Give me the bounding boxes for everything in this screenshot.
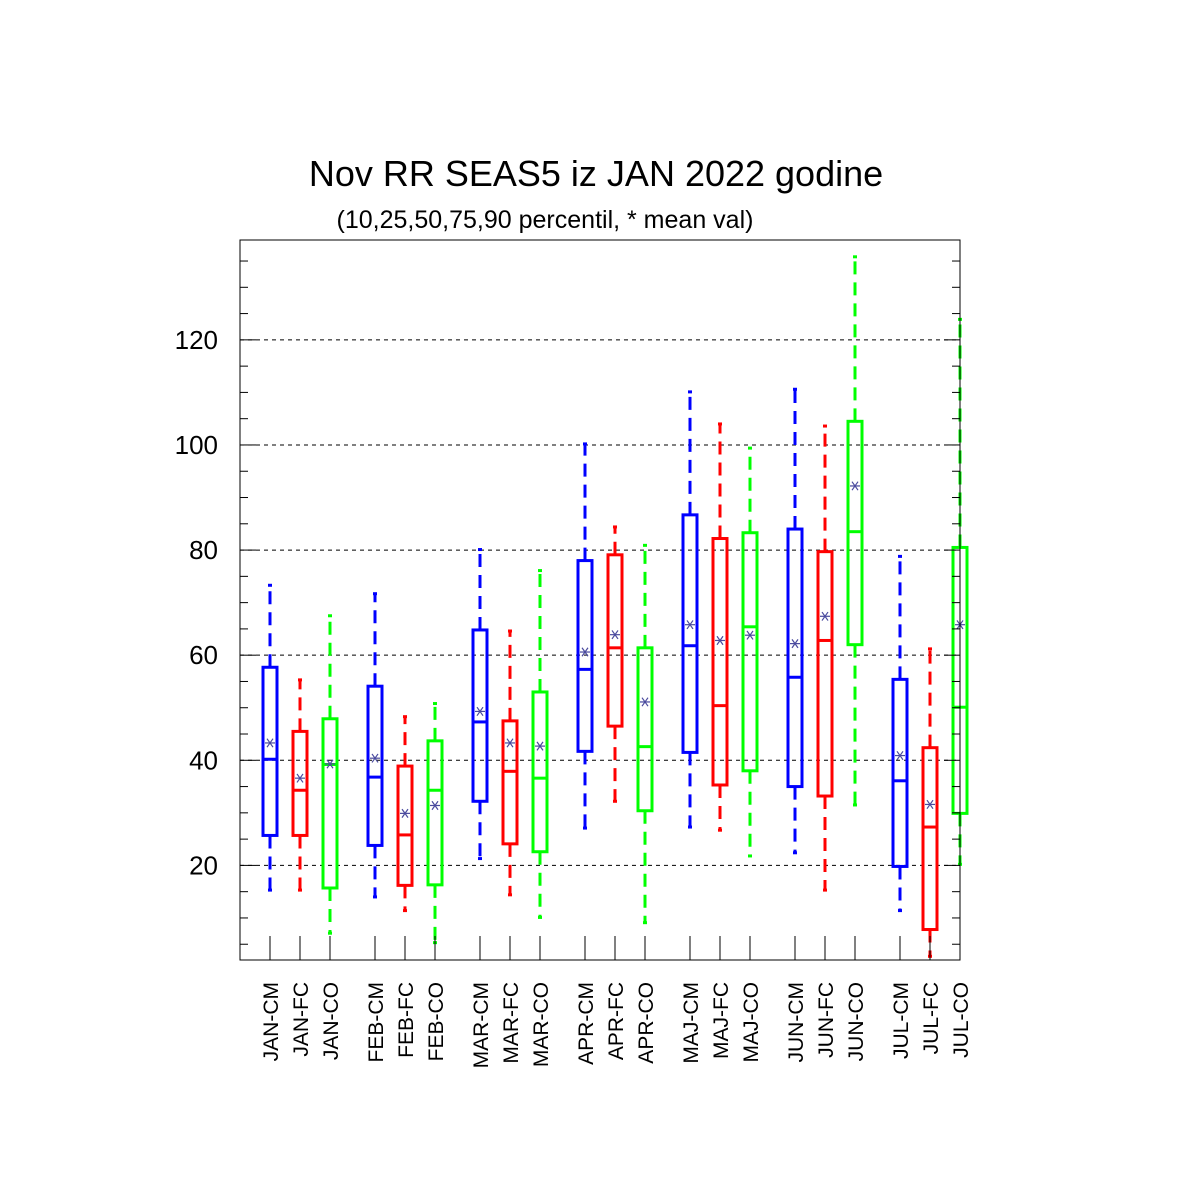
x-tick-label: JAN-FC (290, 982, 313, 1057)
x-tick-label: JUN-FC (815, 982, 838, 1058)
box-feb-co (426, 702, 444, 945)
x-tick-label: APR-CM (575, 982, 598, 1065)
iqr-box (891, 677, 909, 868)
mean-marker (371, 753, 379, 763)
mean-marker (611, 630, 619, 640)
iqr-box (531, 690, 549, 854)
chart-title: Nov RR SEAS5 iz JAN 2022 godine (309, 153, 883, 194)
box-jul-fc (921, 647, 939, 958)
x-tick-label: JUL-CM (890, 982, 913, 1059)
iqr-box (606, 553, 624, 728)
mean-marker (506, 738, 514, 748)
box-jun-co (846, 255, 864, 807)
mean-marker (476, 706, 484, 717)
iqr-box (366, 684, 384, 847)
x-tick-label: MAJ-FC (710, 982, 733, 1059)
iqr-box (321, 717, 339, 890)
box-mar-cm (471, 548, 489, 861)
mean-marker (296, 773, 304, 783)
plot-frame (239, 239, 961, 961)
axes: 20 40 60 80 100 120 JAN-CM JAN-FC JAN-CO FEB-CM FE… (175, 239, 973, 1068)
y-tick-label: 40 (189, 745, 218, 775)
iqr-box (636, 646, 654, 813)
mean-marker (851, 481, 859, 491)
x-tick-label: FEB-FC (395, 982, 418, 1058)
box-maj-fc (711, 422, 729, 832)
iqr-box (291, 729, 309, 837)
box-jan-fc (291, 678, 309, 892)
mean-marker (431, 800, 439, 811)
x-tick-label: MAJ-CM (680, 982, 703, 1064)
x-tick-label: MAJ-CO (740, 982, 763, 1063)
iqr-box (501, 719, 519, 846)
y-tick-label: 120 (175, 325, 218, 355)
x-tick-label: JUN-CO (845, 982, 868, 1061)
box-apr-fc (606, 525, 624, 803)
mean-marker (686, 620, 694, 630)
y-tick-label: 60 (189, 640, 218, 670)
iqr-box (681, 513, 699, 754)
x-tick-label: FEB-CO (425, 982, 448, 1061)
iqr-box (261, 665, 279, 837)
mean-marker (266, 738, 274, 748)
iqr-box (786, 527, 804, 789)
mean-marker (926, 799, 934, 810)
x-tick-label: APR-CO (635, 982, 658, 1064)
y-tick-label: 20 (189, 850, 218, 880)
mean-marker (401, 808, 409, 818)
iqr-box (816, 550, 834, 798)
mean-marker (581, 647, 589, 657)
box-mar-fc (501, 629, 519, 897)
box-jan-co (321, 614, 339, 935)
mean-marker (716, 635, 724, 646)
mean-marker (326, 759, 334, 769)
y-tick-label: 100 (175, 430, 218, 460)
x-tick-label: APR-FC (605, 982, 628, 1060)
x-tick-label: JAN-CO (320, 982, 343, 1060)
x-tick-label: JUN-CM (785, 982, 808, 1062)
box-apr-cm (576, 442, 594, 830)
x-tick-label: JUL-FC (920, 982, 943, 1054)
iqr-box (396, 764, 414, 887)
x-tick-label: JAN-CM (260, 982, 283, 1061)
box-feb-cm (366, 592, 384, 899)
iqr-box (741, 531, 759, 773)
gridlines (240, 339, 960, 866)
box-mar-co (531, 569, 549, 919)
x-tick-label: JUL-CO (950, 982, 973, 1058)
iqr-box (426, 739, 444, 887)
mean-marker (536, 741, 544, 751)
mean-marker (746, 630, 754, 640)
mean-marker (641, 697, 649, 707)
mean-marker (791, 639, 799, 649)
y-tick-label: 80 (189, 535, 218, 565)
box-maj-co (741, 446, 759, 858)
box-jul-cm (891, 554, 909, 913)
x-tick-label: MAR-CM (470, 982, 493, 1068)
iqr-box (921, 746, 939, 932)
mean-marker (896, 750, 904, 761)
box-jun-fc (816, 424, 834, 892)
box-apr-co (636, 543, 654, 925)
x-tick-label: FEB-CM (365, 982, 388, 1063)
boxes-layer (261, 255, 969, 958)
box-jan-cm (261, 583, 279, 892)
iqr-box (711, 537, 729, 787)
iqr-box (471, 628, 489, 803)
x-tick-label: MAR-FC (500, 982, 523, 1064)
box-maj-cm (681, 390, 699, 829)
iqr-box (576, 559, 594, 753)
mean-marker (821, 611, 829, 621)
chart-subtitle: (10,25,50,75,90 percentil, * mean val) (337, 206, 754, 234)
box-feb-fc (396, 715, 414, 913)
box-jun-cm (786, 387, 804, 855)
x-tick-label: MAR-CO (530, 982, 553, 1067)
